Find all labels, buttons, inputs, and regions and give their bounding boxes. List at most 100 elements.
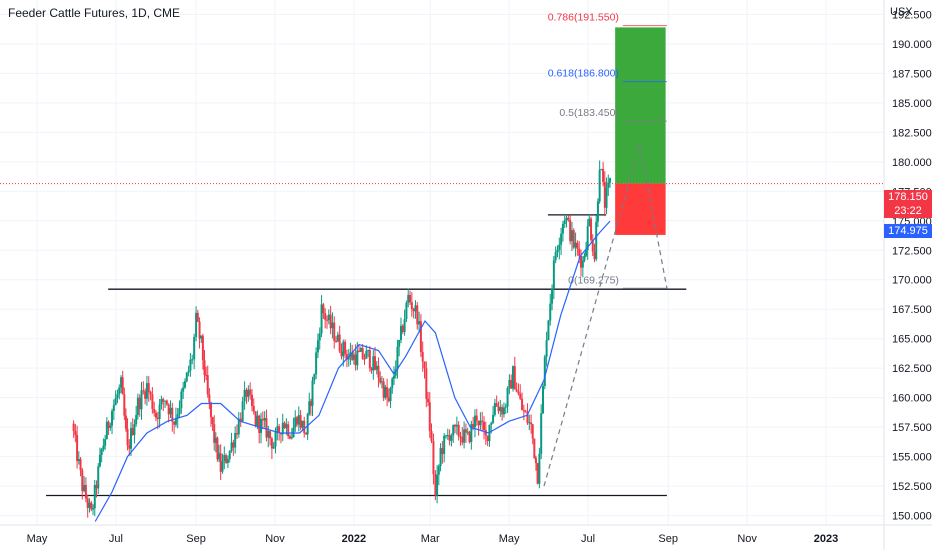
candle-body <box>477 420 480 426</box>
candle-body <box>329 314 332 329</box>
y-tick-label: 167.500 <box>892 304 932 316</box>
long-position-tool[interactable] <box>615 27 666 235</box>
candle-body <box>374 356 377 370</box>
candle-body <box>316 340 319 353</box>
candle-body <box>313 374 316 381</box>
bar-countdown: 23:22 <box>894 205 922 217</box>
candle-body <box>83 484 86 492</box>
y-tick-label: 172.500 <box>892 245 932 257</box>
candle-body <box>342 341 345 357</box>
candle-body <box>499 407 502 412</box>
candle-body <box>178 408 181 415</box>
candle-body <box>208 394 211 403</box>
candle-body <box>90 502 93 510</box>
horizontal-levels <box>46 214 687 497</box>
candle-body <box>358 350 361 352</box>
candle-body <box>301 420 304 428</box>
candle-body <box>131 428 134 435</box>
candle-body <box>205 374 208 376</box>
candle-body <box>570 230 573 242</box>
candle-body <box>552 260 555 289</box>
candle-body <box>234 433 237 448</box>
candle-body <box>572 230 575 248</box>
price-axis[interactable]: 150.000 152.500 155.000 157.500 160.000 162.5… <box>883 0 932 550</box>
candle-body <box>419 321 422 352</box>
candle-body <box>472 423 475 428</box>
candle-body <box>441 448 444 455</box>
candle-body <box>421 351 424 362</box>
candle-body <box>538 453 541 484</box>
candle-body <box>95 485 98 489</box>
candle-body <box>185 372 188 382</box>
candle-body <box>345 353 348 360</box>
candle-body <box>200 335 203 339</box>
candle-body <box>452 425 455 436</box>
candle-body <box>209 402 212 418</box>
candle-body <box>554 252 557 261</box>
candle-body <box>225 455 228 463</box>
candle-body <box>203 360 206 375</box>
fibonacci-extension[interactable]: 0(169.275) 0.5(183.450) 0.618(186.800) 0.78… <box>543 12 668 487</box>
candle-body <box>401 325 404 333</box>
candle-body <box>533 438 536 458</box>
candle-body <box>247 389 250 397</box>
time-axis[interactable]: May Jul Sep Nov 2022 Mar May Jul Sep Nov 2023 <box>0 524 932 545</box>
candle-body <box>558 244 561 250</box>
candle-body <box>93 485 96 509</box>
candle-body <box>563 220 566 225</box>
candle-body <box>459 436 462 438</box>
candle-body <box>196 312 199 322</box>
candle-body <box>508 379 511 389</box>
y-tick-label: 180.000 <box>892 157 932 169</box>
candle-body <box>475 415 478 421</box>
candle-body <box>86 498 89 508</box>
candle-body <box>72 423 75 432</box>
grid-lines <box>0 0 884 525</box>
fib-level-label: 0.786(191.550) <box>548 12 619 24</box>
candle-body <box>351 352 354 360</box>
candle-body <box>160 399 163 405</box>
candle-body <box>410 302 413 310</box>
candle-body <box>309 401 312 406</box>
candle-body <box>510 379 513 389</box>
candle-body <box>182 387 185 392</box>
x-tick-label: May <box>27 533 48 545</box>
candle-body <box>428 402 431 432</box>
candle-body <box>183 381 186 388</box>
candle-body <box>464 429 467 433</box>
x-tick-label: May <box>499 533 520 545</box>
candle-body <box>274 432 277 447</box>
candle-body <box>461 436 464 443</box>
candle-body <box>590 218 593 240</box>
candle-body <box>226 459 229 463</box>
x-tick-label: Nov <box>265 533 285 545</box>
x-tick-label: Jul <box>109 533 123 545</box>
candle-body <box>180 391 183 409</box>
candle-body <box>593 251 596 260</box>
candle-body <box>434 474 437 496</box>
candle-body <box>556 249 559 253</box>
candle-body <box>454 425 457 427</box>
candle-body <box>506 388 509 407</box>
candle-body <box>354 354 357 366</box>
candle-body <box>359 348 362 352</box>
candle-body <box>74 431 77 436</box>
candle-body <box>605 187 608 208</box>
candle-body <box>567 217 570 220</box>
candle-body <box>407 294 410 303</box>
candle-body <box>114 397 117 406</box>
fib-retrace-line <box>639 144 668 289</box>
candle-body <box>193 336 196 360</box>
candle-body <box>591 239 594 252</box>
candle-body <box>187 370 190 373</box>
candle-body <box>174 418 177 425</box>
candle-body <box>223 455 226 462</box>
y-tick-label: 150.000 <box>892 511 932 523</box>
candle-body <box>602 168 605 182</box>
candle-body <box>145 383 148 399</box>
candle-body <box>399 325 402 341</box>
candle-body <box>517 391 520 394</box>
candle-body <box>206 375 209 395</box>
candle-body <box>252 405 255 412</box>
